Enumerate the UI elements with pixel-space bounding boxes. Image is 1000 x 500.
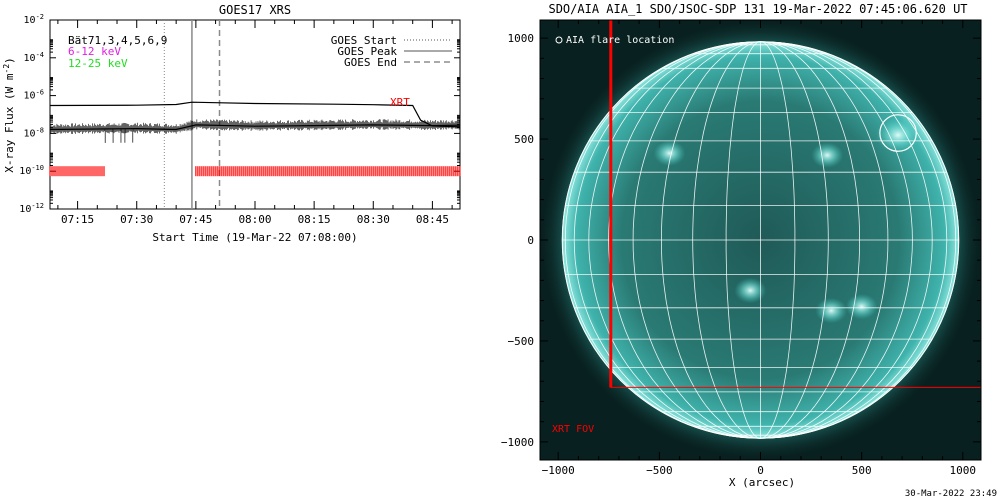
longitude-line — [660, 41, 761, 439]
legend-goes-peak: GOES Peak — [337, 45, 397, 58]
longitude-line — [760, 41, 933, 439]
goes-event-lines — [163, 20, 221, 209]
x-tick-label: 08:00 — [238, 213, 271, 226]
xrt-annotation: XRT — [390, 96, 410, 109]
longitude-line — [760, 41, 948, 439]
longitude-line — [760, 41, 861, 439]
x-tick-label: 07:15 — [61, 213, 94, 226]
x-tick-label: 07:45 — [179, 213, 212, 226]
longitude-line — [564, 41, 761, 439]
aia-x-tick-label: 1000 — [950, 464, 977, 477]
y-tick-label: 10-6 — [24, 89, 44, 102]
goes-y-axis-label: X-ray Flux (W m-2) — [2, 57, 16, 173]
y-tick-label: 10-2 — [24, 13, 44, 26]
aia-y-tick-label: 500 — [514, 133, 534, 146]
goes-title: GOES17 XRS — [219, 3, 291, 17]
legend-channel-12-25: 12-25 keV — [68, 57, 128, 70]
goes-x-axis: 07:15 07:30 07:45 08:00 08:15 08:30 08:45 — [57, 20, 453, 226]
goes-xrs-panel: GOES17 XRS 10-12 10-10 10-8 10-6 10-4 10-2 07… — [2, 3, 461, 244]
longitude-line — [725, 41, 761, 439]
legend-goes-start: GOES Start — [331, 34, 397, 47]
x-tick-label: 07:30 — [120, 213, 153, 226]
goes-x-axis-label: Start Time (19-Mar-22 07:08:00) — [152, 231, 357, 244]
longitude-line — [760, 41, 913, 439]
y-tick-label: 10-4 — [24, 51, 44, 64]
longitude-line — [573, 41, 761, 439]
y-tick-label: 10-10 — [19, 164, 44, 177]
x-tick-label: 08:45 — [416, 213, 449, 226]
longitude-line — [760, 41, 829, 439]
bright-region — [811, 142, 844, 169]
heliographic-grid — [561, 41, 960, 439]
aia-y-tick-label: 0 — [527, 234, 534, 247]
y-tick-label: 10-12 — [19, 202, 44, 215]
y-tick-label: 10-8 — [24, 126, 44, 139]
legend-goes-end: GOES End — [344, 56, 397, 69]
flare-legend-marker — [555, 36, 563, 44]
longitude-line — [692, 41, 761, 439]
longitude-line — [760, 41, 889, 439]
solar-limb — [561, 41, 960, 439]
footer-timestamp: 30-Mar-2022 23:49 — [905, 489, 997, 499]
x-tick-label: 08:30 — [357, 213, 390, 226]
longitude-line — [588, 41, 761, 439]
x-tick-label: 08:15 — [298, 213, 331, 226]
bright-region — [876, 117, 921, 153]
aia-x-tick-label: 500 — [852, 464, 872, 477]
aia-image — [540, 20, 981, 460]
aia-x-tick-label: −500 — [646, 464, 673, 477]
aia-title: SDO/AIA AIA_1 SDO/JSOC-SDP 131 19-Mar-20… — [548, 2, 967, 16]
longitude-line — [760, 41, 796, 439]
longitude-line — [760, 41, 957, 439]
longitude-line — [632, 41, 761, 439]
xrt-coverage-ticks — [49, 166, 461, 177]
longitude-line — [608, 41, 761, 439]
goes-series-layer — [49, 101, 461, 143]
aia-x-tick-label: 0 — [757, 464, 764, 477]
aia-x-axis-label: X (arcsec) — [729, 476, 795, 489]
legend-channel-6-12: 6-12 keV — [68, 45, 121, 58]
aia-y-tick-label: −1000 — [501, 436, 534, 449]
flare-location-circle — [879, 114, 917, 152]
aia-y-tick-label: 1000 — [508, 32, 535, 45]
aia-y-tick-label: −500 — [508, 335, 535, 348]
legend-detector-label: Bät71,3,4,5,6,9 — [68, 34, 167, 47]
bright-region — [815, 297, 848, 324]
aia-axes: −1000 −500 0 500 1000 −1000 −500 0 500 1000 — [501, 20, 981, 477]
bright-region — [845, 293, 878, 320]
series-line-1 — [49, 101, 461, 128]
bright-region — [653, 140, 686, 167]
aia-x-tick-label: −1000 — [542, 464, 575, 477]
xrt-fov-label: XRT FOV — [552, 424, 594, 435]
goes-y-axis: 10-12 10-10 10-8 10-6 10-4 10-2 — [19, 13, 460, 215]
bright-region — [734, 277, 767, 304]
flare-legend-label: AIA flare location — [566, 35, 674, 46]
aia-image-panel: SDO/AIA AIA_1 SDO/JSOC-SDP 131 19-Mar-20… — [501, 2, 997, 499]
